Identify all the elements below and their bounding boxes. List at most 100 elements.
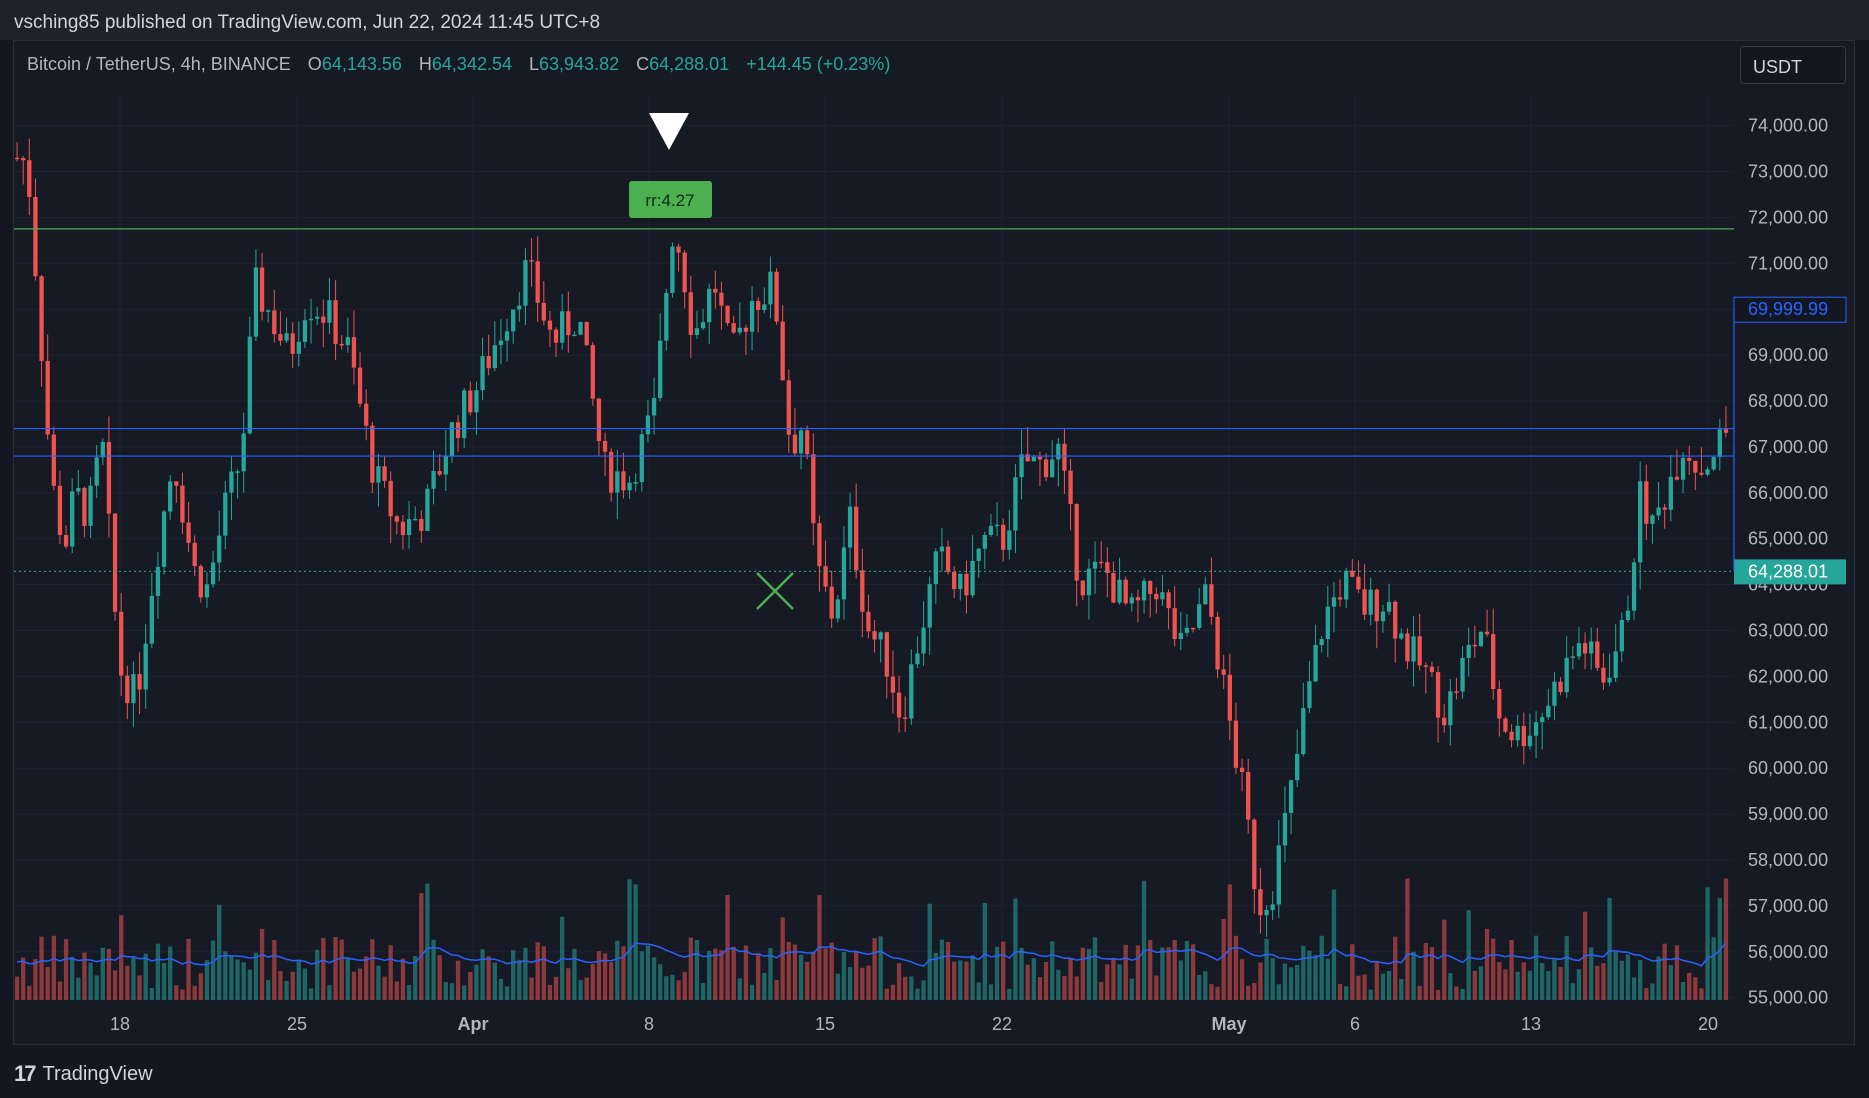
cross-x-icon[interactable] [756, 572, 794, 610]
candle-body [1160, 592, 1165, 600]
chart-pane[interactable] [13, 40, 1855, 1045]
candle-body [39, 276, 44, 361]
candle-body [357, 367, 363, 404]
candle-body [1356, 576, 1361, 590]
candle-body [1515, 725, 1520, 741]
candle-body [1448, 691, 1453, 726]
candle-body [1331, 597, 1337, 607]
volume-bar [480, 949, 485, 1000]
volume-bar [1197, 975, 1202, 1000]
volume-bar [566, 968, 571, 1000]
volume-bar [180, 989, 185, 1000]
candle-body [847, 506, 853, 548]
footer-branding: 17 TradingView [14, 1060, 153, 1088]
candle-body [1650, 515, 1655, 524]
candle-body [33, 197, 38, 277]
volume-bar [21, 957, 26, 1000]
volume-bar [572, 948, 577, 1000]
candle-body [529, 260, 534, 262]
volume-bar [964, 961, 969, 1000]
time-tick-label: 6 [1350, 1014, 1360, 1034]
candle-body [125, 675, 130, 704]
candle-body [1466, 644, 1471, 658]
volume-bar [1166, 947, 1171, 1000]
candle-body [694, 328, 700, 335]
volume-bar [921, 980, 926, 1000]
volume-bar [725, 894, 730, 1000]
candle-body [1276, 845, 1281, 905]
volume-bar [1031, 958, 1036, 1000]
volume-bar [1178, 960, 1183, 1000]
candle-body [774, 271, 779, 322]
volume-bar [259, 928, 265, 1000]
volume-bar [1552, 959, 1557, 1000]
volume-bar [278, 971, 283, 1000]
volume-bar [878, 936, 883, 1000]
candle-body [76, 487, 81, 492]
volume-bar [82, 952, 87, 1000]
volume-bar [155, 943, 161, 1000]
volume-bar [1276, 984, 1281, 1000]
volume-bar [639, 951, 644, 1000]
candle-body [1099, 561, 1104, 564]
candle-body [308, 318, 314, 321]
candle-body [1631, 562, 1637, 611]
candle-body [1705, 469, 1710, 475]
candle-body [468, 390, 473, 413]
volume-bar [1631, 977, 1637, 1000]
volume-bar [1650, 983, 1655, 1000]
candle-body [1638, 481, 1643, 563]
alert-price-badge[interactable] [1733, 296, 1847, 323]
candle-body [553, 329, 559, 343]
volume-bar [327, 985, 332, 1000]
low-value: 63,943.82 [539, 54, 620, 74]
rr-label-text: rr:4.27 [645, 191, 694, 210]
candle-body [511, 309, 516, 332]
volume-bar [933, 952, 938, 1000]
volume-bar [664, 976, 669, 1000]
candle-body [1613, 651, 1618, 678]
volume-bar [627, 879, 632, 1000]
high-value: 64,342.54 [431, 54, 512, 74]
candle-body [51, 434, 56, 486]
candle-body [1350, 570, 1355, 577]
volume-bar [547, 984, 553, 1000]
candle-body [952, 571, 957, 590]
volume-bar [1062, 976, 1067, 1000]
price-tick-label: 62,000.00 [1748, 666, 1828, 686]
down-triangle-icon[interactable] [649, 113, 689, 150]
volume-bar [1613, 951, 1618, 1000]
volume-bar [1393, 936, 1398, 1000]
candle-body [1497, 688, 1502, 719]
candle-body [1619, 619, 1624, 652]
volume-bar [976, 982, 981, 1000]
volume-bar [1092, 937, 1098, 1000]
candle-body [143, 643, 148, 690]
volume-bar [1221, 918, 1226, 1000]
volume-bar [413, 955, 418, 1000]
candle-body [835, 599, 840, 619]
candle-body [743, 327, 749, 332]
volume-bar [1558, 966, 1563, 1000]
rr-label-box[interactable] [629, 181, 712, 218]
candle-body [1723, 429, 1729, 433]
candle-body [1680, 457, 1686, 480]
volume-bar [1007, 988, 1012, 1000]
volume-bar [1356, 975, 1361, 1000]
candle-body [878, 632, 883, 640]
candle-body [504, 331, 510, 341]
volume-bar [1019, 947, 1024, 1000]
volume-bar [805, 961, 810, 1000]
volume-bar [1374, 961, 1379, 1000]
candle-body [756, 300, 761, 310]
symbol-title[interactable]: Bitcoin / TetherUS, 4h, BINANCE [27, 54, 291, 74]
volume-bar [1123, 944, 1128, 1000]
price-tick-label: 65,000.00 [1748, 529, 1828, 549]
volume-bar [670, 974, 675, 1000]
time-tick-label: 25 [287, 1014, 307, 1034]
volume-bar [14, 976, 20, 1000]
candle-body [621, 471, 626, 491]
volume-bar [1466, 910, 1471, 1000]
currency-button[interactable]: USDT [1740, 46, 1846, 84]
